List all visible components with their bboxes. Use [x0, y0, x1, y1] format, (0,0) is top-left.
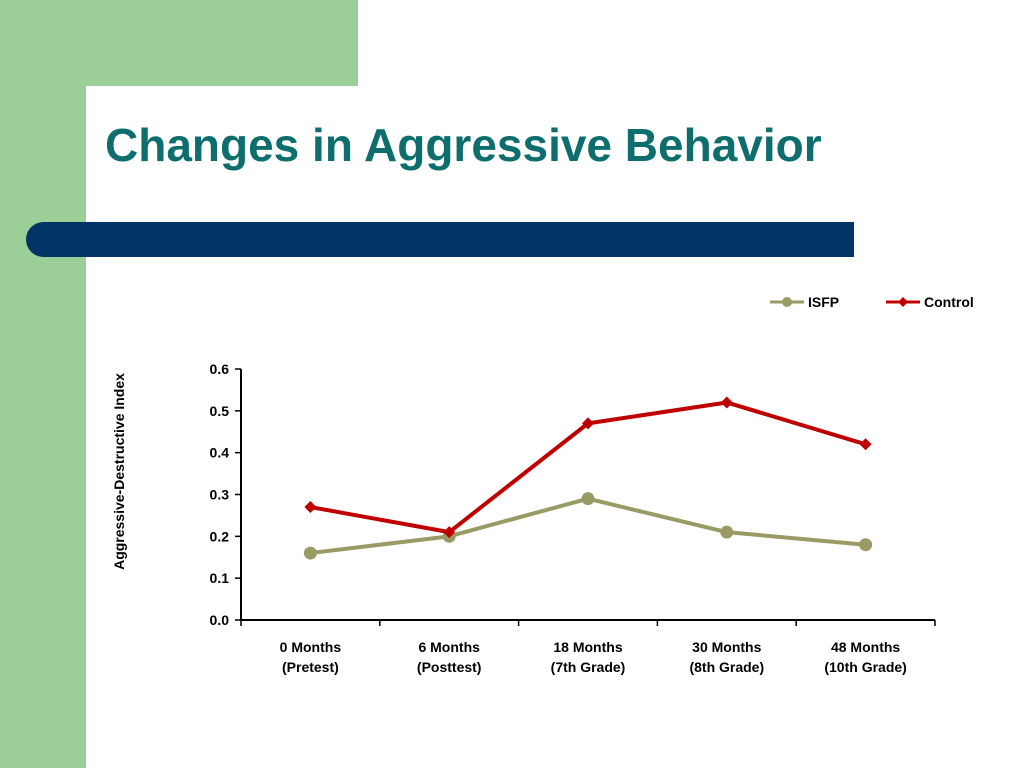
legend-marker-isfp — [782, 297, 792, 307]
data-point-isfp — [859, 538, 873, 552]
x-tick-label: 0 Months — [280, 639, 342, 655]
y-tick-label: 0.3 — [210, 487, 230, 503]
x-tick-label: (10th Grade) — [824, 659, 906, 675]
x-tick-label: 48 Months — [831, 639, 900, 655]
legend-marker-control — [898, 297, 908, 307]
y-tick-label: 0.1 — [210, 570, 230, 586]
y-tick-label: 0.6 — [210, 361, 230, 377]
data-point-isfp — [581, 492, 595, 506]
y-tick-label: 0.4 — [210, 445, 230, 461]
x-tick-label: (Posttest) — [417, 659, 482, 675]
y-axis-label: Aggressive-Destructive Index — [111, 373, 127, 570]
top-accent-block — [0, 0, 358, 86]
y-tick-label: 0.2 — [210, 528, 230, 544]
title-underline-bar — [26, 222, 854, 257]
data-point-control — [443, 526, 456, 539]
slide-title: Changes in Aggressive Behavior — [105, 119, 822, 171]
data-point-isfp — [303, 546, 317, 560]
x-tick-label: 6 Months — [418, 639, 480, 655]
data-point-control — [720, 396, 733, 409]
x-tick-label: (8th Grade) — [689, 659, 764, 675]
x-tick-label: 30 Months — [692, 639, 761, 655]
x-tick-label: 18 Months — [553, 639, 622, 655]
x-tick-label: (Pretest) — [282, 659, 339, 675]
data-point-control — [859, 438, 872, 451]
data-point-control — [304, 501, 317, 514]
x-tick-label: (7th Grade) — [551, 659, 626, 675]
legend-label-control: Control — [924, 294, 974, 310]
data-point-control — [582, 417, 594, 430]
y-tick-label: 0.0 — [210, 612, 230, 628]
series-line-isfp — [310, 496, 866, 556]
content-panel — [86, 86, 1024, 768]
legend-label-isfp: ISFP — [808, 294, 839, 310]
data-point-isfp — [720, 525, 734, 539]
y-tick-label: 0.5 — [210, 403, 230, 419]
left-accent-bar — [0, 0, 86, 768]
